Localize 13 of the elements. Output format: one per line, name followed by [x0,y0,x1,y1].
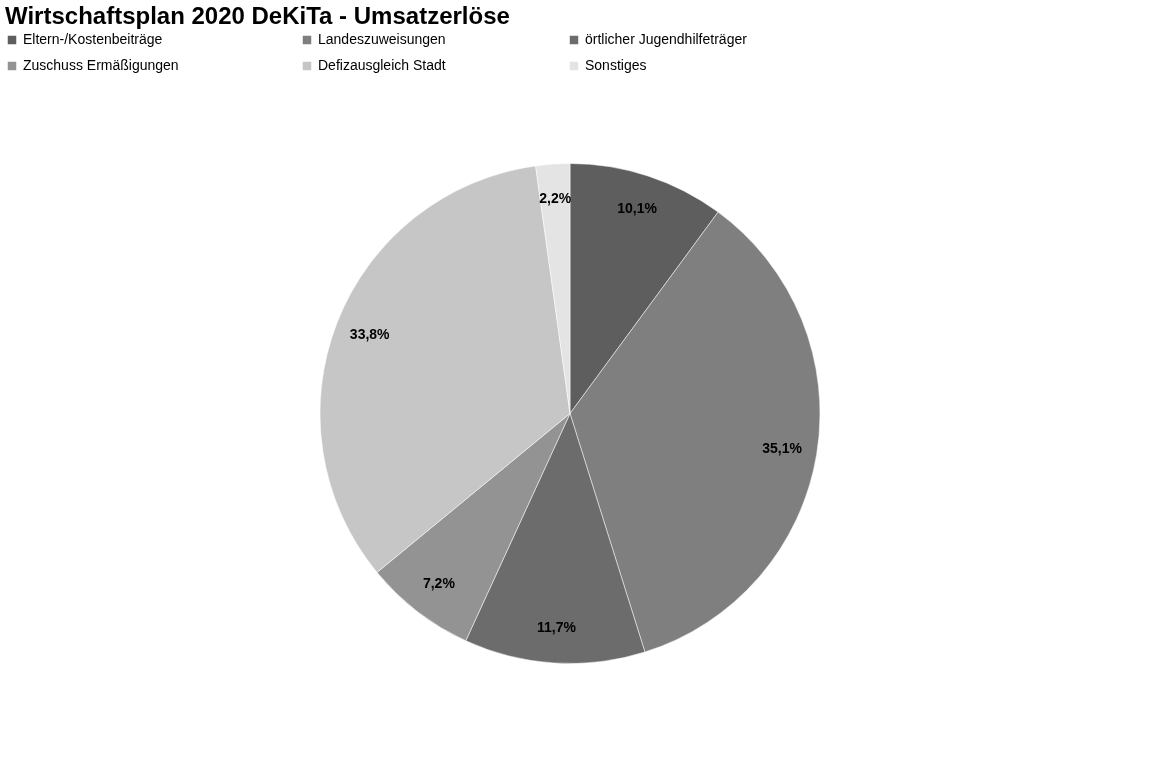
legend-label: Landeszuweisungen [318,31,446,47]
legend-label: Sonstiges [585,57,647,73]
data-label: 33,8% [349,326,391,343]
legend-label: örtlicher Jugendhilfeträger [585,31,748,47]
data-label: 2,2% [539,190,572,207]
data-label: 10,1% [617,200,658,217]
legend-label: Zuschuss Ermäßigungen [23,57,179,73]
legend-label: Defizausgleich Stadt [318,57,446,73]
data-label: 35,1% [762,439,803,456]
legend-label: Eltern-/Kostenbeiträge [23,31,163,47]
data-label: 7,2% [422,574,456,591]
data-label: 11,7% [537,619,577,636]
chart-title: Wirtschaftsplan 2020 DeKiTa - Umsatzerlöse [5,2,510,29]
